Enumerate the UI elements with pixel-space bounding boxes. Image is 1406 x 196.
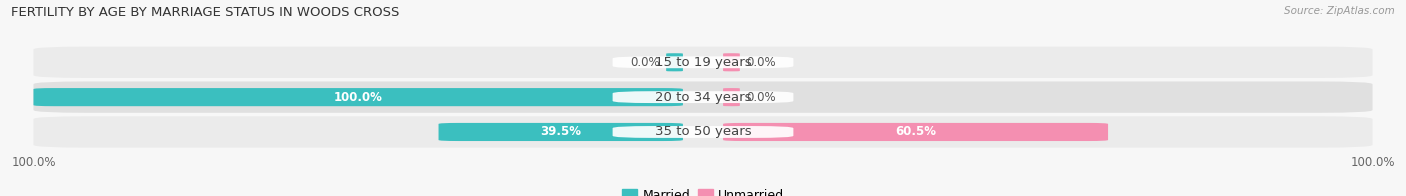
Text: Source: ZipAtlas.com: Source: ZipAtlas.com: [1284, 6, 1395, 16]
FancyBboxPatch shape: [666, 53, 683, 71]
FancyBboxPatch shape: [613, 91, 793, 103]
Text: 0.0%: 0.0%: [747, 91, 776, 104]
FancyBboxPatch shape: [613, 126, 793, 138]
Text: 100.0%: 100.0%: [333, 91, 382, 104]
Text: FERTILITY BY AGE BY MARRIAGE STATUS IN WOODS CROSS: FERTILITY BY AGE BY MARRIAGE STATUS IN W…: [11, 6, 399, 19]
FancyBboxPatch shape: [723, 123, 1108, 141]
FancyBboxPatch shape: [34, 88, 683, 106]
FancyBboxPatch shape: [613, 56, 793, 68]
FancyBboxPatch shape: [723, 88, 740, 106]
FancyBboxPatch shape: [439, 123, 683, 141]
Text: 35 to 50 years: 35 to 50 years: [655, 125, 751, 138]
FancyBboxPatch shape: [34, 82, 1372, 113]
FancyBboxPatch shape: [723, 53, 740, 71]
FancyBboxPatch shape: [34, 47, 1372, 78]
FancyBboxPatch shape: [34, 116, 1372, 148]
Text: 0.0%: 0.0%: [630, 56, 659, 69]
Legend: Married, Unmarried: Married, Unmarried: [617, 184, 789, 196]
Text: 39.5%: 39.5%: [540, 125, 581, 138]
Text: 60.5%: 60.5%: [896, 125, 936, 138]
Text: 20 to 34 years: 20 to 34 years: [655, 91, 751, 104]
Text: 0.0%: 0.0%: [747, 56, 776, 69]
Text: 15 to 19 years: 15 to 19 years: [655, 56, 751, 69]
